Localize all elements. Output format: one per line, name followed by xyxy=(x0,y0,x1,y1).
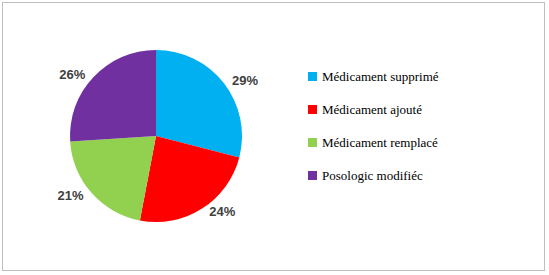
svg-text:Médicament supprimé: Médicament supprimé xyxy=(322,69,439,84)
svg-text:Médicament remplacé: Médicament remplacé xyxy=(322,135,438,150)
svg-text:Posologic modifiéc: Posologic modifiéc xyxy=(322,168,423,183)
svg-text:24%: 24% xyxy=(209,204,235,219)
svg-text:Médicament ajouté: Médicament ajouté xyxy=(322,102,422,117)
svg-text:26%: 26% xyxy=(59,67,85,82)
svg-text:29%: 29% xyxy=(232,73,258,88)
svg-text:21%: 21% xyxy=(57,188,83,203)
